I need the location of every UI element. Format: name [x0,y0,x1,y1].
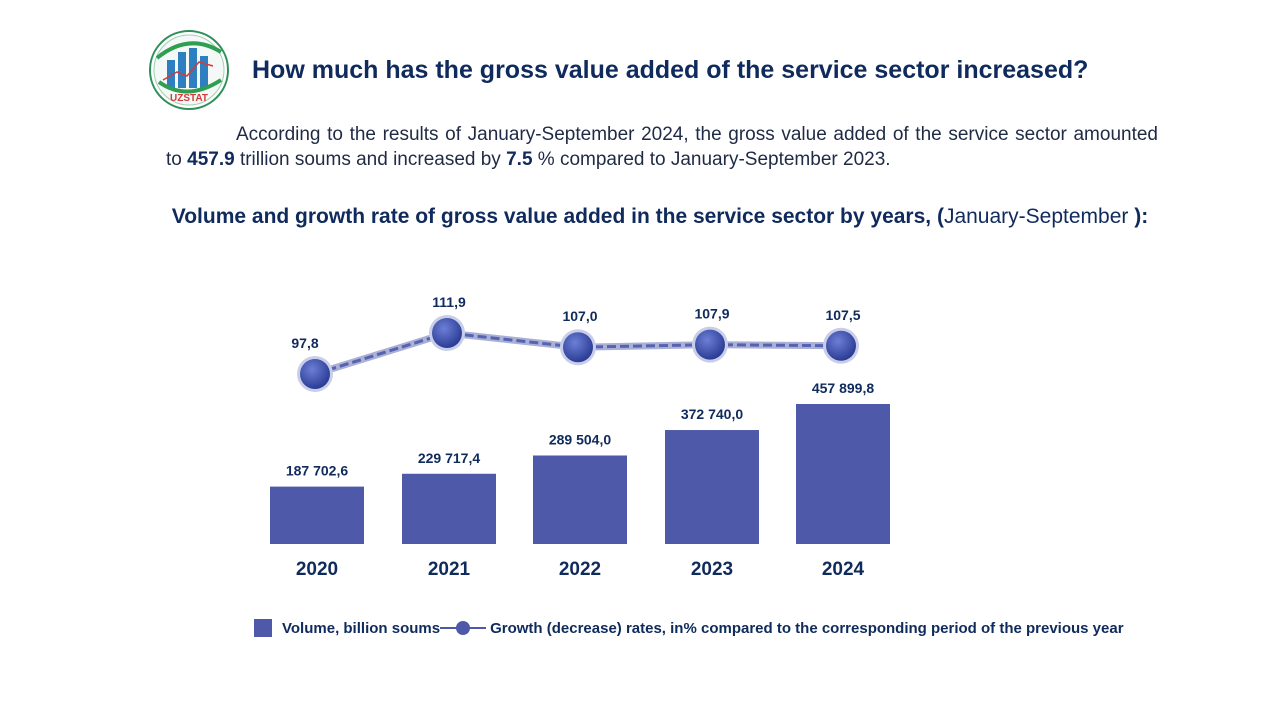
growth-marker-2022 [563,332,593,363]
growth-value-label-2023: 107,9 [694,306,729,322]
growth-value-label-2021: 111,9 [432,294,466,310]
growth-marker-2023 [695,329,725,360]
chart-title: Volume and growth rate of gross value ad… [170,203,1150,230]
bar-value-label-2022: 289 504,0 [549,431,611,447]
x-tick-label-2022: 2022 [559,559,601,580]
growth-line [314,331,842,376]
legend-bar-label: Volume, billion soums [282,619,441,637]
bar-value-label-2024: 457 899,8 [812,380,874,396]
bar-value-label-2021: 229 717,4 [418,450,480,466]
chart-title-end: ): [1134,205,1149,228]
x-tick-label-2020: 2020 [296,559,338,580]
growth-marker-2021 [432,318,462,348]
page-title: How much has the gross value added of th… [252,56,1089,84]
chart-title-bold: Volume and growth rate of gross value ad… [171,205,944,228]
bar-2021 [402,473,496,544]
x-tick-label-2023: 2023 [691,559,733,580]
bar-2024 [796,404,890,544]
uzstat-logo: UZSTAT [149,30,229,110]
x-tick-label-2021: 2021 [428,559,471,580]
legend-bar-swatch [254,619,272,637]
chart-title-period: January-September [943,205,1135,228]
intro-volume-value: 457.9 [187,149,235,170]
intro-growth-value: 7.5 [506,149,533,170]
legend-line-label: Growth (decrease) rates, in% compared to… [490,619,1124,637]
bar-2020 [270,486,364,544]
bar-2023 [665,430,759,544]
bar-value-label-2023: 372 740,0 [681,406,743,422]
legend: Volume, billion soums Growth (decrease) … [254,616,1124,640]
intro-paragraph: According to the results of January-Sept… [166,122,1158,172]
intro-text-2: trillion soums and increased by [234,149,507,170]
logo-text: UZSTAT [170,93,208,104]
x-tick-label-2024: 2024 [822,559,865,580]
growth-value-label-2024: 107,5 [825,307,860,323]
growth-marker-2020 [300,359,330,389]
intro-text-1: According to the results of January-Sept… [166,124,1158,170]
bar-value-label-2020: 187 702,6 [286,463,348,479]
growth-value-label-2022: 107,0 [562,308,597,324]
legend-line-marker-icon [440,619,487,637]
growth-value-label-2020: 97,8 [291,335,318,351]
bar-2022 [533,455,627,544]
growth-marker-2024 [826,330,856,361]
intro-text-3: % compared to January-September 2023. [532,149,891,170]
